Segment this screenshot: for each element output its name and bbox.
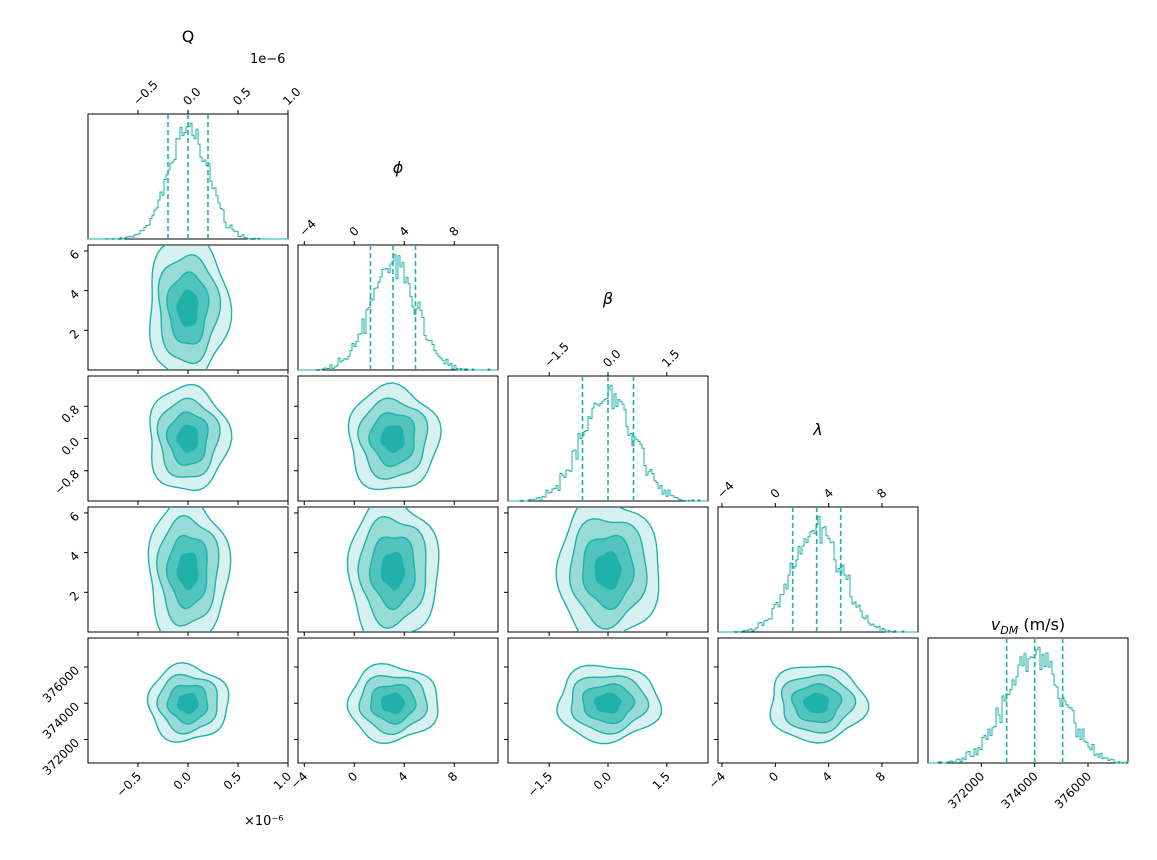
contour-level (802, 692, 830, 714)
contour-level (380, 551, 406, 591)
bottom-tick-label: 1.5 (650, 769, 673, 792)
left-tick-label: 2 (67, 589, 82, 604)
contour-level (176, 424, 199, 453)
contour-Q-phi (87, 244, 289, 371)
contour-layers (146, 661, 230, 743)
left-tick-label: 376000 (40, 663, 82, 705)
top-tick-label: −0.5 (130, 78, 161, 109)
contour-level (176, 289, 199, 327)
contour-Q-beta (87, 375, 289, 502)
axes-frame (717, 637, 919, 764)
left-tick-label: 2 (67, 327, 82, 342)
contour-beta-vdm (507, 637, 709, 764)
histogram-step-line (298, 253, 498, 371)
contour-phi-vdm (297, 637, 499, 764)
top-tick-label: 4 (396, 224, 411, 239)
histogram-vdm: vDM (m/s) (927, 615, 1129, 764)
contour-level (594, 551, 622, 590)
panel-title: β (602, 289, 613, 308)
bottom-tick-label: 4 (819, 769, 834, 784)
top-tick-label: 1.0 (280, 85, 303, 108)
left-tick-label: 6 (67, 509, 82, 524)
left-tick-label: 4 (67, 549, 82, 564)
bottom-tick-label: 0 (345, 769, 360, 784)
top-tick-label: −4 (714, 479, 736, 501)
bottom-tick-label: −0.5 (114, 769, 145, 800)
top-tick-label: 4 (821, 486, 836, 501)
contour-layers (769, 665, 870, 744)
contour-layers (347, 382, 442, 491)
top-tick-label: −1.5 (541, 340, 572, 371)
left-tick-label: 4 (67, 287, 82, 302)
top-tick-label: 0 (346, 224, 361, 239)
bottom-tick-label: −4 (706, 769, 728, 791)
bottom-tick-label: 0.5 (221, 769, 244, 792)
contour-phi-beta (297, 375, 499, 502)
top-tick-label: 0.0 (180, 85, 203, 108)
contour-level (381, 692, 406, 714)
bottom-tick-label: 374000 (998, 769, 1040, 811)
contour-layers (149, 245, 233, 370)
panel-title: ϕ (393, 158, 404, 177)
axes-frame (297, 244, 499, 371)
contour-Q-vdm (87, 637, 289, 764)
left-tick-label: 374000 (40, 699, 82, 741)
top-tick-label: −4 (296, 217, 318, 239)
bottom-tick-label: 4 (395, 769, 410, 784)
left-tick-label: 0.0 (59, 435, 82, 458)
bottom-tick-label: 372000 (945, 769, 987, 811)
bottom-tick-label: 0.0 (171, 769, 194, 792)
histogram-step-line (928, 646, 1129, 764)
top-tick-label: 1.5 (659, 347, 682, 370)
bottom-tick-label: −1.5 (525, 769, 556, 800)
axes-frame (297, 506, 499, 633)
left-tick-label: −0.8 (52, 467, 83, 498)
contour-lambda-vdm (717, 637, 919, 764)
panel-title: vDM (m/s) (991, 615, 1065, 637)
contour-level (177, 692, 199, 715)
histogram-beta: −1.5 0.0 1.5 β (507, 289, 709, 502)
histogram-lambda: −4 0 4 8 λ (714, 420, 919, 633)
contour-phi-lambda (297, 506, 499, 633)
contour-beta-lambda (507, 506, 709, 633)
axes-frame (297, 637, 499, 764)
panel-title: λ (812, 420, 822, 439)
contour-layers (346, 507, 440, 632)
contour-layers (556, 664, 663, 745)
histogram-step-line (88, 122, 288, 240)
axes-frame (927, 637, 1129, 764)
bottom-tick-label: 376000 (1052, 769, 1094, 811)
top-tick-label: 8 (874, 486, 889, 501)
offset-text-bottom: ×10⁻⁶ (244, 814, 284, 829)
contour-layers (555, 507, 660, 632)
left-tick-label: 372000 (40, 736, 82, 778)
contour-layers (149, 383, 233, 492)
contour-level (380, 425, 405, 454)
contour-Q-lambda (87, 506, 289, 633)
bottom-tick-label: −4 (288, 769, 310, 791)
left-tick-label: 6 (67, 247, 82, 262)
bottom-tick-label: 8 (445, 769, 460, 784)
panel-title: Q (182, 27, 195, 46)
bottom-tick-label: 0.0 (591, 769, 614, 792)
left-tick-label: 0.8 (59, 402, 82, 425)
top-tick-label: 0.5 (230, 85, 253, 108)
bottom-tick-label: 8 (873, 769, 888, 784)
histogram-step-line (718, 515, 918, 633)
bottom-tick-label: 0 (766, 769, 781, 784)
top-tick-label: 0.0 (600, 347, 623, 370)
top-tick-label: 8 (446, 224, 461, 239)
histogram-phi: −4 0 4 8 ϕ (296, 158, 499, 371)
offset-text-top: 1e−6 (250, 52, 285, 67)
contour-level (594, 692, 622, 714)
histogram-step-line (508, 384, 708, 502)
axes-frame (717, 506, 919, 633)
contour-layers (346, 662, 439, 745)
contour-level (176, 552, 199, 591)
top-tick-label: 0 (768, 486, 783, 501)
contour-layers (147, 507, 232, 632)
